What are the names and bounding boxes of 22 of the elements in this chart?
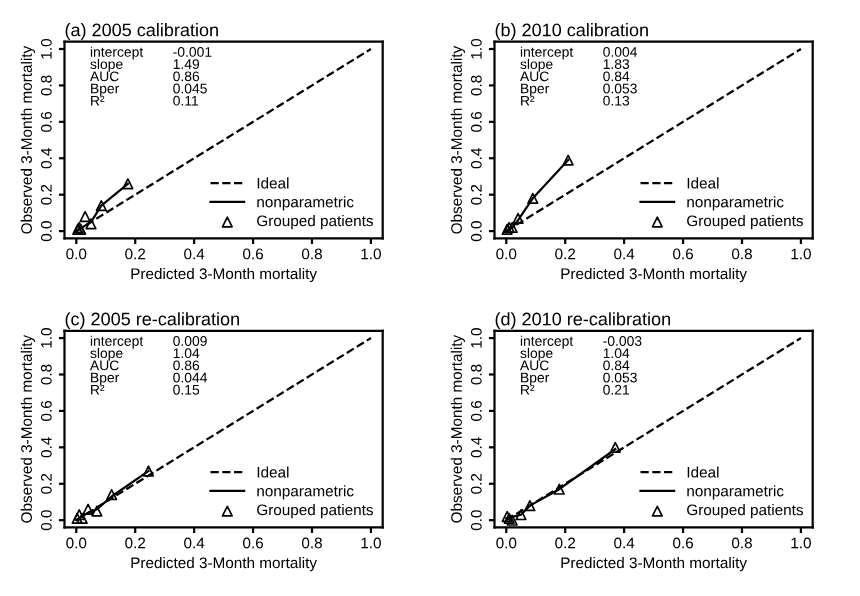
point (562, 154, 574, 166)
point (105, 489, 118, 501)
chart-title: (b) 2010 calibration (495, 23, 648, 40)
point (71, 512, 83, 525)
point (122, 178, 134, 190)
point (73, 509, 85, 521)
point (512, 212, 524, 225)
point (76, 512, 88, 525)
chart-title: (c) 2005 re-calibration (65, 312, 239, 329)
point (527, 192, 539, 204)
point (85, 218, 97, 230)
point (79, 210, 91, 223)
point (609, 441, 621, 453)
point (524, 499, 536, 512)
chart-title: (a) 2005 calibration (65, 23, 218, 40)
point (515, 509, 527, 521)
chart-title: (d) 2010 re-calibration (495, 312, 670, 329)
point (91, 505, 103, 517)
point (553, 483, 565, 495)
point (142, 465, 155, 477)
point (82, 503, 94, 515)
point (95, 199, 107, 212)
